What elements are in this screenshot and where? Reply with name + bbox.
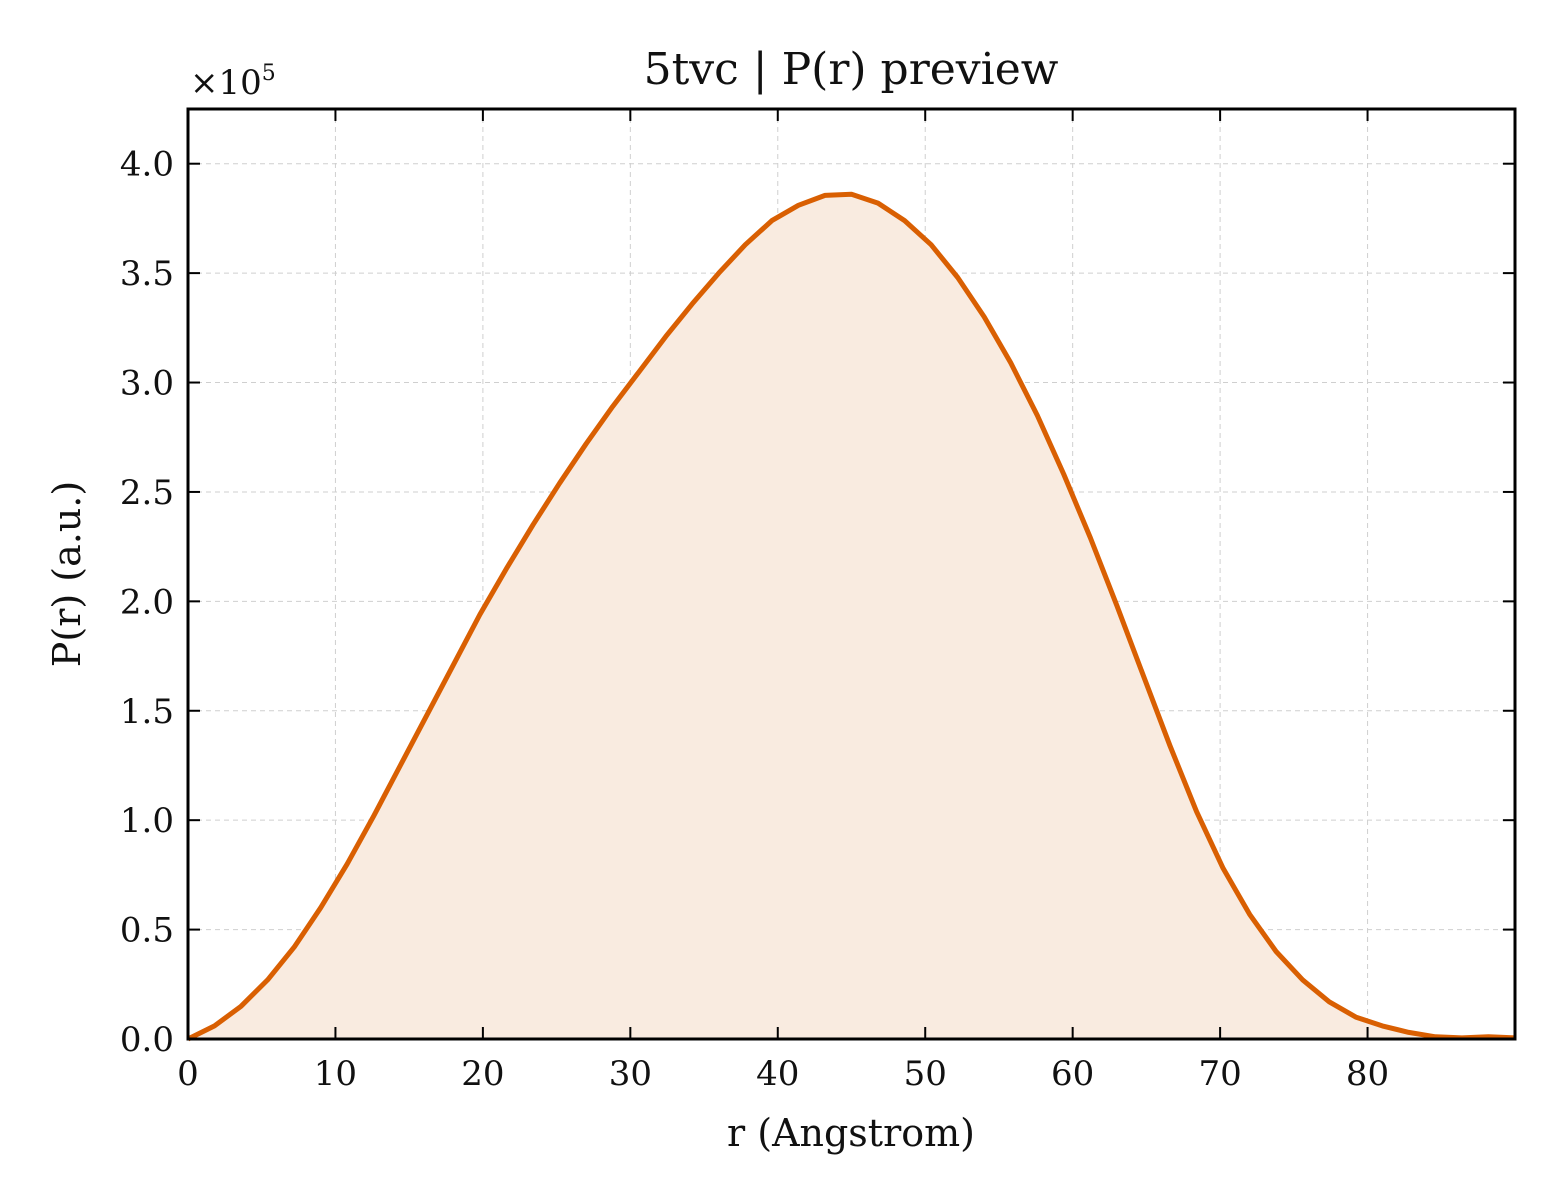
- y-axis-label: P(r) (a.u.): [45, 481, 89, 667]
- x-axis-label: r (Angstrom): [727, 1111, 975, 1155]
- x-tick-label-3: 30: [609, 1054, 652, 1094]
- y-tick-label-7: 3.5: [120, 254, 174, 294]
- x-tick-label-0: 0: [177, 1054, 199, 1094]
- x-tick-label-2: 20: [461, 1054, 504, 1094]
- x-tick-label-4: 40: [756, 1054, 799, 1094]
- y-tick-label-8: 4.0: [120, 145, 174, 185]
- y-multiplier-exponent: 5: [262, 61, 276, 86]
- x-tick-label-1: 10: [314, 1054, 357, 1094]
- y-tick-label-6: 3.0: [120, 364, 174, 404]
- x-tick-label-8: 80: [1346, 1054, 1389, 1094]
- x-tick-label-5: 50: [904, 1054, 947, 1094]
- x-tick-label-7: 70: [1198, 1054, 1241, 1094]
- y-tick-label-2: 1.0: [120, 801, 174, 841]
- y-tick-label-1: 0.5: [120, 911, 174, 951]
- chart-title: 5tvc | P(r) preview: [644, 44, 1059, 95]
- y-tick-label-5: 2.5: [120, 473, 174, 513]
- axis-ticks: [187, 109, 1515, 1040]
- pr-area-fill: [188, 194, 1515, 1040]
- y-tick-label-0: 0.0: [120, 1020, 174, 1060]
- pr-series-line: [186, 191, 1516, 1042]
- y-multiplier: ×105: [190, 61, 276, 103]
- y-tick-label-4: 2.0: [120, 582, 174, 622]
- x-tick-label-6: 60: [1051, 1054, 1094, 1094]
- y-multiplier-base: ×10: [190, 63, 262, 103]
- y-tick-label-3: 1.5: [120, 692, 174, 732]
- plot-frame: [186, 107, 1517, 1041]
